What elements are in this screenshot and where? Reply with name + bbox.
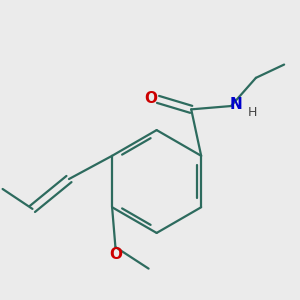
Text: H: H — [248, 106, 258, 118]
Text: O: O — [144, 91, 157, 106]
Text: N: N — [230, 97, 243, 112]
Text: O: O — [109, 247, 122, 262]
